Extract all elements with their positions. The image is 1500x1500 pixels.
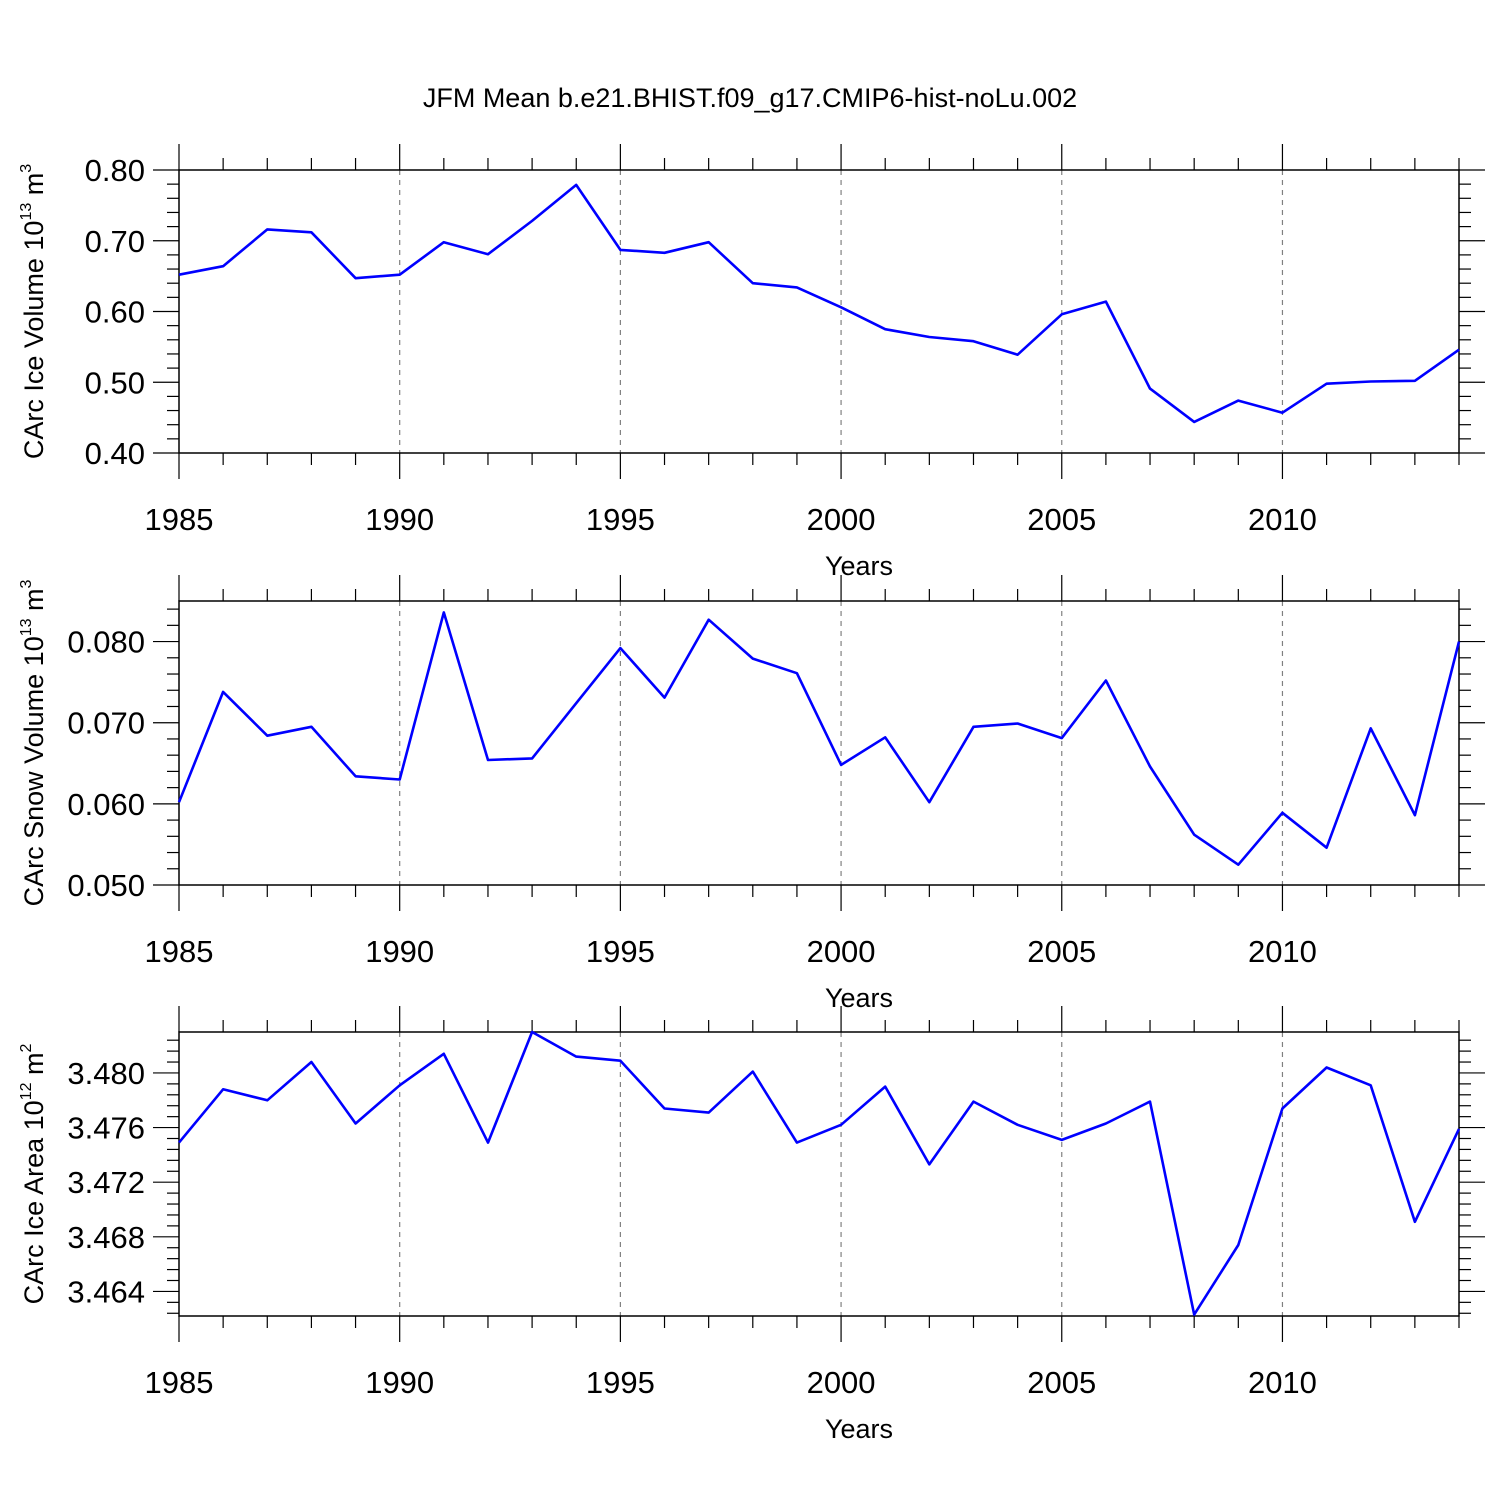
x-tick-label: 2010 <box>1248 934 1317 969</box>
x-tick-label: 1995 <box>586 502 655 537</box>
y-axis-label: CArc Ice Area 1012 m2 <box>18 1044 49 1305</box>
x-tick-label: 1990 <box>365 934 434 969</box>
x-axis-label: Years <box>825 1414 893 1444</box>
x-tick-label: 2000 <box>807 934 876 969</box>
y-tick-label: 0.50 <box>85 365 145 400</box>
panel-ice-volume: 0.40 0.50 0.60 0.70 0.80 1985 1990 1995 2000 2005… <box>18 144 1485 581</box>
y-tick-label: 3.476 <box>67 1111 145 1146</box>
y-axis-label-unit: m <box>19 588 49 618</box>
y-tick-label: 0.60 <box>85 295 145 330</box>
x-tick-label: 1990 <box>365 502 434 537</box>
y-tick-label: 0.40 <box>85 436 145 471</box>
x-tick-label: 1990 <box>365 1365 434 1400</box>
y-tick-label: 0.80 <box>85 153 145 188</box>
y-axis-label-exponent: 13 <box>18 618 35 636</box>
x-tick-label: 1995 <box>586 934 655 969</box>
y-axis-label-unit: m <box>19 173 49 203</box>
y-axis-label-text: CArc Ice Area 10 <box>19 1100 49 1304</box>
chart-title: JFM Mean b.e21.BHIST.f09_g17.CMIP6-hist-… <box>423 83 1077 113</box>
x-tick-label: 1985 <box>145 502 214 537</box>
panel-ice-area: 3.464 3.468 3.472 3.476 3.480 1985 1990 1995 200… <box>18 1006 1485 1444</box>
series-line <box>177 611 1461 867</box>
y-axis-label-text: CArc Ice Volume 10 <box>19 221 49 460</box>
y-axis-label: CArc Ice Volume 1013 m3 <box>18 164 49 459</box>
y-axis-label-unit-exponent: 3 <box>18 579 35 588</box>
series-line <box>178 183 1460 424</box>
y-tick-label: 0.070 <box>67 706 145 741</box>
y-tick-label: 3.464 <box>67 1274 145 1309</box>
series-line <box>177 1030 1461 1316</box>
x-axis-label: Years <box>825 983 893 1013</box>
y-tick-label: 0.060 <box>67 787 145 822</box>
y-axis-label-exponent: 13 <box>18 203 35 221</box>
y-tick-label: 0.050 <box>67 868 145 903</box>
y-axis-label-unit: m <box>19 1053 49 1083</box>
x-tick-label: 2005 <box>1027 502 1096 537</box>
plot-frame <box>178 600 1460 886</box>
x-tick-label: 2005 <box>1027 934 1096 969</box>
x-tick-label: 1985 <box>145 1365 214 1400</box>
y-tick-label: 3.480 <box>67 1056 145 1091</box>
plot-frame <box>178 169 1460 454</box>
x-tick-label: 2000 <box>807 1365 876 1400</box>
x-tick-label: 1985 <box>145 934 214 969</box>
y-tick-label: 0.70 <box>85 224 145 259</box>
y-axis-label-exponent: 12 <box>18 1082 35 1100</box>
x-tick-label: 1995 <box>586 1365 655 1400</box>
panel-snow-volume: 0.050 0.060 0.070 0.080 1985 1990 1995 2000 2005… <box>18 575 1485 1013</box>
y-axis-label-text: CArc Snow Volume 10 <box>19 636 49 906</box>
y-tick-label: 3.472 <box>67 1165 145 1200</box>
x-tick-label: 2005 <box>1027 1365 1096 1400</box>
y-tick-label: 0.080 <box>67 625 145 660</box>
x-tick-label: 2010 <box>1248 1365 1317 1400</box>
x-tick-label: 2000 <box>807 502 876 537</box>
y-axis-label-unit-exponent: 2 <box>18 1044 35 1053</box>
plot-frame <box>178 1031 1460 1317</box>
y-axis-label: CArc Snow Volume 1013 m3 <box>18 579 49 906</box>
x-axis-label: Years <box>825 551 893 581</box>
y-tick-label: 3.468 <box>67 1220 145 1255</box>
y-axis-label-unit-exponent: 3 <box>18 164 35 173</box>
x-tick-label: 2010 <box>1248 502 1317 537</box>
